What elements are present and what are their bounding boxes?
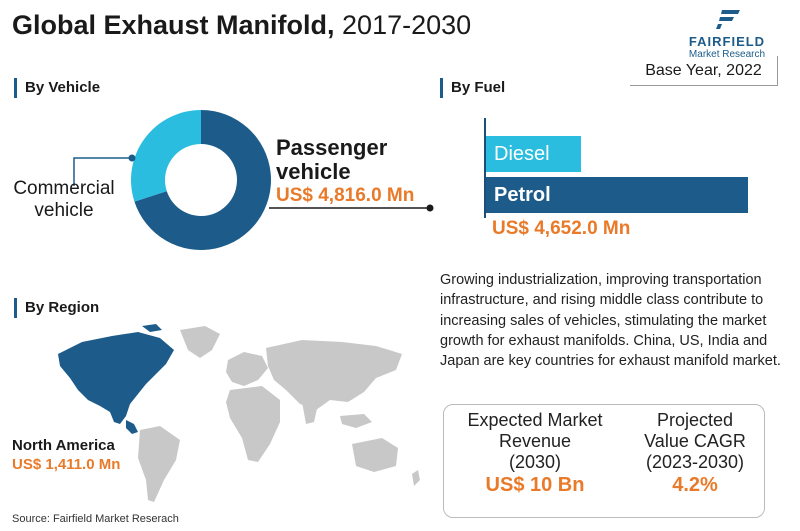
stat-cagr-value: 4.2% [672, 474, 718, 496]
stats-box [443, 404, 765, 518]
logo-icon [716, 10, 740, 29]
source-note: Source: Fairfield Market Reserach [12, 513, 179, 525]
base-year-label: Base Year, 2022 [645, 61, 762, 79]
region-value: US$ 1,411.0 Mn [12, 456, 121, 473]
fuel-bar-label-petrol: Petrol [494, 183, 551, 206]
fuel-bar-axis [484, 118, 486, 218]
stat-cagr: Projected Value CAGR (2023-2030) 4.2% [626, 410, 764, 496]
section-by-fuel: By Fuel [440, 78, 505, 98]
stat-cagr-label-3: (2023-2030) [645, 452, 745, 472]
stat-cagr-label-2: Value CAGR [644, 431, 746, 451]
commercial-label-line2: vehicle [34, 200, 94, 221]
description-paragraph: Growing industrialization, improving tra… [440, 272, 781, 370]
section-by-vehicle: By Vehicle [14, 78, 100, 98]
title-years: 2017-2030 [334, 10, 472, 40]
passenger-label-line1: Passenger [276, 135, 388, 160]
stat-revenue-label-1: Expected Market [467, 410, 603, 430]
section-by-region: By Region [14, 298, 99, 318]
commercial-leader-line [73, 157, 132, 186]
passenger-label: Passenger vehicle US$ 4,816.0 Mn [276, 136, 414, 208]
stat-cagr-label-1: Projected [656, 410, 734, 430]
fuel-value-label: US$ 4,652.0 Mn [492, 218, 631, 239]
base-year-box: Base Year, 2022 [630, 56, 778, 86]
fuel-bar-diesel: Diesel [486, 136, 582, 172]
commercial-leader-dot [128, 154, 136, 162]
map-north-america [58, 324, 174, 434]
fuel-bar-petrol: Petrol [486, 177, 748, 213]
region-name: North America [12, 437, 115, 454]
map-other-regions [138, 326, 420, 502]
donut-slice-commercial [131, 110, 201, 202]
logo-name: FAIRFIELD [688, 34, 766, 49]
passenger-value: US$ 4,816.0 Mn [276, 185, 415, 206]
fairfield-logo: FAIRFIELD Market Research [672, 8, 782, 60]
commercial-leader [73, 154, 136, 186]
logo-subtitle: Market Research [688, 49, 766, 60]
donut-slice-passenger [134, 110, 271, 250]
commercial-label-line1: Commercial [13, 178, 115, 199]
vehicle-donut-chart [131, 110, 434, 250]
page-title: Global Exhaust Manifold, 2017-2030 [12, 10, 471, 41]
stat-revenue-value: US$ 10 Bn [485, 474, 585, 496]
passenger-leader-dot [426, 204, 434, 212]
stat-revenue-label-2: Revenue [498, 431, 572, 451]
fuel-bar-label-diesel: Diesel [494, 142, 550, 165]
title-main: Global Exhaust Manifold, [12, 10, 335, 40]
stat-revenue-label-3: (2030) [508, 452, 562, 472]
passenger-label-line2: vehicle [276, 159, 351, 184]
stat-revenue: Expected Market Revenue (2030) US$ 10 Bn [446, 410, 624, 496]
commercial-label: Commercial vehicle [0, 178, 128, 222]
world-map [58, 324, 420, 502]
